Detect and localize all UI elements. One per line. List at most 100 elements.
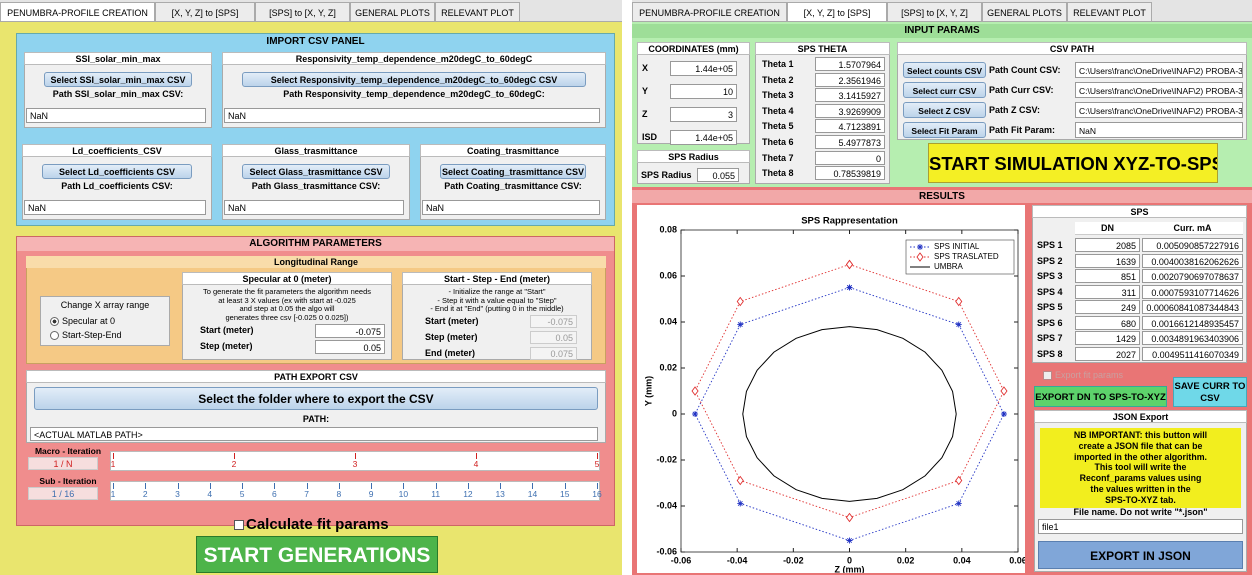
marker <box>846 284 853 291</box>
description: - End it at "End" (putting 0 in the midd… <box>430 304 564 313</box>
path-label: Path Coating_trasmittance CSV: <box>444 181 582 191</box>
field-label: Path Z CSV: <box>989 105 1041 115</box>
slider-tick-label: 3 <box>352 459 358 469</box>
path-input[interactable]: NaN <box>224 108 600 123</box>
slider-tick <box>145 483 147 489</box>
cell: 0.0034891963403906 <box>1142 331 1243 345</box>
row-label: SPS 7 <box>1037 333 1063 343</box>
select-button[interactable]: Select Ld_coefficients CSV <box>42 164 192 179</box>
field-input[interactable]: 3.9269909 <box>815 103 885 118</box>
slider-tick <box>177 483 179 489</box>
slider-tick <box>500 483 502 489</box>
y-tick-label: 0 <box>672 408 677 418</box>
slider-tick-label: 2 <box>231 459 237 469</box>
start-button[interactable]: START GENERATIONS <box>196 536 438 573</box>
field-input[interactable]: 4.7123891 <box>815 119 885 134</box>
tab[interactable]: [X, Y, Z] to [SPS] <box>155 2 255 22</box>
tab[interactable]: PENUMBRA-PROFILE CREATION <box>0 2 155 22</box>
field-label: End (meter) <box>425 348 476 358</box>
save-curr-button[interactable]: SAVE CURR TO CSV <box>1173 377 1247 407</box>
slider-tick-label: 5 <box>239 489 245 499</box>
path-input[interactable]: <ACTUAL MATLAB PATH> <box>30 427 598 441</box>
field-input[interactable]: 0.055 <box>697 168 739 182</box>
path-input[interactable]: NaN <box>422 200 600 215</box>
cell: 0.005090857227916 <box>1142 238 1243 252</box>
note-box <box>1040 428 1241 508</box>
note-line: create a JSON file that can be <box>1078 440 1203 451</box>
tab[interactable]: GENERAL PLOTS <box>350 2 435 22</box>
file-input[interactable]: file1 <box>1038 519 1243 534</box>
box-title: SPS THETA <box>755 42 890 55</box>
field-input[interactable]: NaN <box>1075 122 1243 138</box>
select-button[interactable]: Select Responsivity_temp_dependence_m20d… <box>242 72 586 87</box>
tab[interactable]: PENUMBRA-PROFILE CREATION <box>632 2 787 22</box>
field-input[interactable]: 2.3561946 <box>815 72 885 87</box>
plot-frame <box>680 229 1019 553</box>
slider-track[interactable] <box>110 451 600 471</box>
field-input[interactable]: -0.075 <box>530 315 577 328</box>
field-input[interactable]: C:\Users\franc\OneDrive\INAF\2) PROBA-3\… <box>1075 102 1243 118</box>
path-input[interactable]: NaN <box>26 108 206 123</box>
y-tick-label: -0.04 <box>656 500 677 510</box>
radio-label[interactable]: Specular at 0 <box>62 316 116 326</box>
field-input[interactable]: 0.075 <box>530 347 577 360</box>
marker <box>845 259 854 270</box>
path-label: PATH: <box>302 414 330 424</box>
checkbox[interactable] <box>234 520 244 530</box>
field-input[interactable]: 0.05 <box>530 331 577 344</box>
tab[interactable]: RELEVANT PLOT <box>1067 2 1152 22</box>
checkbox-label[interactable]: Calculate fit params <box>246 516 389 533</box>
marker <box>1000 386 1008 396</box>
field-input[interactable]: -0.075 <box>315 324 385 338</box>
tab[interactable]: [SPS] to [X, Y, Z] <box>887 2 982 22</box>
select-button[interactable]: Select Z CSV <box>903 102 986 118</box>
tab[interactable]: RELEVANT PLOT <box>435 2 520 22</box>
tab[interactable]: [X, Y, Z] to [SPS] <box>787 2 887 22</box>
checkbox-label[interactable]: Export fit params <box>1055 370 1124 380</box>
select-button[interactable]: Select Fit Param <box>903 122 986 138</box>
tab[interactable]: [SPS] to [X, Y, Z] <box>255 2 350 22</box>
field-input[interactable]: 3 <box>670 107 737 122</box>
slider-tick <box>113 483 114 489</box>
select-button[interactable]: Select Glass_trasmittance CSV <box>242 164 390 179</box>
simulation-button[interactable]: START SIMULATION XYZ-TO-SPS <box>928 143 1218 183</box>
select-button[interactable]: Select SSI_solar_min_max CSV <box>44 72 192 87</box>
slider-tick-label: 5 <box>594 459 600 469</box>
tab[interactable]: GENERAL PLOTS <box>982 2 1067 22</box>
checkbox[interactable] <box>1043 371 1052 380</box>
y-tick-label: 0.08 <box>659 224 677 234</box>
field-input[interactable]: 0.78539819 <box>815 166 885 181</box>
json-button[interactable]: EXPORT IN JSON <box>1038 541 1243 569</box>
field-input[interactable]: 3.1415927 <box>815 88 885 103</box>
field-input[interactable]: 0 <box>815 150 885 165</box>
slider-tick <box>306 483 308 489</box>
select-button[interactable]: Select Coating_trasmittance CSV <box>440 164 586 179</box>
marker <box>737 500 744 507</box>
field-input[interactable]: C:\Users\franc\OneDrive\INAF\2) PROBA-3\… <box>1075 62 1243 78</box>
select-button[interactable]: Select curr CSV <box>903 82 986 98</box>
slider-tick-label: 2 <box>142 489 148 499</box>
path-input[interactable]: NaN <box>24 200 206 215</box>
slider-tick <box>564 483 566 489</box>
path-input[interactable]: NaN <box>224 200 404 215</box>
slider-tick-label: 3 <box>175 489 180 499</box>
radio[interactable] <box>50 331 59 340</box>
slider-track[interactable] <box>110 481 600 501</box>
slider-value: 1 / N <box>28 457 98 470</box>
box-title: Ld_coefficients_CSV <box>22 144 212 157</box>
box-title: CSV PATH <box>897 42 1247 55</box>
folder-button[interactable]: Select the folder where to export the CS… <box>34 387 598 410</box>
radio[interactable] <box>50 317 59 326</box>
export-dn-button[interactable]: EXPORT DN TO SPS-TO-XYZ <box>1034 386 1167 407</box>
marker <box>737 321 744 328</box>
field-input[interactable]: 1.44e+05 <box>670 130 737 145</box>
field-input[interactable]: 10 <box>670 84 737 99</box>
field-input[interactable]: 1.44e+05 <box>670 61 737 76</box>
radio-label[interactable]: Start-Step-End <box>62 330 122 340</box>
marker <box>691 386 699 396</box>
field-input[interactable]: C:\Users\franc\OneDrive\INAF\2) PROBA-3\… <box>1075 82 1243 98</box>
field-input[interactable]: 0.05 <box>315 340 385 354</box>
select-button[interactable]: Select counts CSV <box>903 62 986 78</box>
field-input[interactable]: 1.5707964 <box>815 57 885 71</box>
field-input[interactable]: 5.4977873 <box>815 135 885 149</box>
